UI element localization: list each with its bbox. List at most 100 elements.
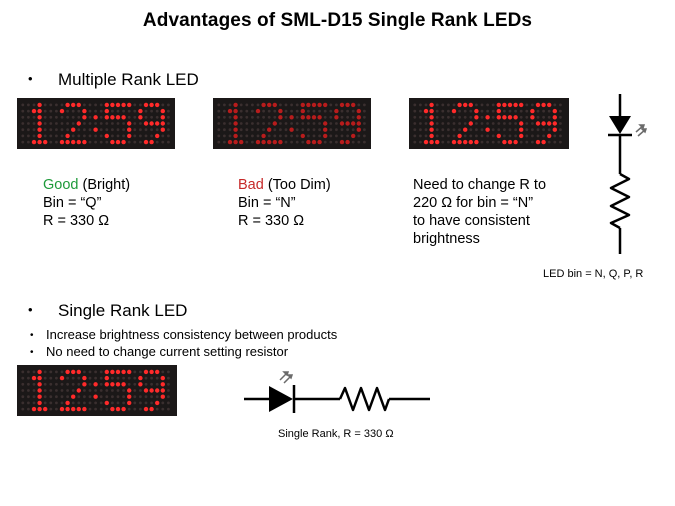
led-dot-unlit — [318, 134, 321, 138]
led-dot-unlit — [49, 115, 53, 119]
led-dot-unlit — [525, 134, 529, 138]
led-dot-lit — [339, 102, 345, 108]
led-dot-lit — [345, 139, 350, 145]
emission-arrows-icon — [279, 371, 294, 384]
led-dot-lit — [93, 382, 98, 387]
led-dot-unlit — [424, 115, 428, 119]
led-dot-unlit — [43, 382, 47, 386]
led-dot-unlit — [55, 140, 58, 144]
led-dot-unlit — [27, 115, 30, 119]
led-dot-unlit — [525, 122, 529, 125]
resistor-icon — [338, 386, 391, 412]
led-dot-unlit — [83, 389, 86, 392]
led-dot-unlit — [43, 128, 47, 132]
led-dot-unlit — [94, 122, 97, 125]
led-dot-lit — [76, 139, 81, 145]
led-dot-lit — [356, 127, 361, 132]
led-dot-unlit — [363, 140, 366, 144]
led-dot-lit — [155, 369, 160, 375]
led-dot-unlit — [307, 128, 310, 132]
led-dot-unlit — [419, 122, 422, 125]
led-dot-unlit — [150, 134, 154, 138]
led-dot-lit — [552, 121, 557, 126]
led-dot-lit — [547, 121, 552, 126]
led-dot-unlit — [161, 370, 165, 374]
status-good: Good — [43, 177, 79, 193]
led-dot-lit — [267, 102, 272, 108]
led-dot-unlit — [60, 370, 64, 374]
led-dot-unlit — [133, 103, 137, 107]
led-dot-unlit — [32, 134, 36, 138]
led-dot-unlit — [267, 134, 271, 138]
led-dot-unlit — [340, 109, 344, 113]
led-dot-unlit — [239, 109, 243, 113]
led-dot-unlit — [21, 134, 25, 138]
led-dot-unlit — [559, 103, 562, 107]
led-dot-unlit — [351, 128, 355, 132]
led-dot-unlit — [32, 401, 36, 405]
led-dot-unlit — [335, 128, 338, 132]
led-dot-unlit — [435, 128, 439, 132]
led-dot-unlit — [559, 115, 562, 119]
led-dot-unlit — [228, 115, 232, 119]
led-dot-lit — [37, 115, 42, 120]
list-item: • Increase brightness consistency between… — [30, 327, 337, 344]
led-dot-unlit — [503, 109, 506, 113]
led-dot-lit — [65, 102, 70, 108]
led-dot-unlit — [363, 128, 366, 132]
led-dot-lit — [37, 369, 42, 375]
led-dot-unlit — [251, 122, 254, 125]
led-dot-lit — [143, 388, 149, 393]
led-dot-unlit — [290, 134, 293, 138]
led-dot-unlit — [413, 122, 417, 125]
led-dot-lit — [541, 121, 546, 126]
led-dot-lit — [65, 369, 70, 375]
led-dot-unlit — [133, 382, 137, 386]
led-dot-unlit — [139, 370, 142, 374]
led-dot-unlit — [88, 140, 92, 144]
led-dot-unlit — [99, 407, 103, 411]
led-dot-lit — [255, 108, 261, 114]
led-dot-unlit — [116, 109, 120, 113]
led-dot-unlit — [497, 140, 501, 144]
led-dot-unlit — [55, 115, 58, 119]
led-dot-lit — [155, 400, 160, 406]
led-dot-unlit — [295, 128, 299, 132]
led-dot-unlit — [363, 109, 366, 113]
led-dot-lit — [356, 108, 361, 114]
led-dot-lit — [513, 102, 518, 108]
led-dot-unlit — [111, 376, 114, 380]
led-matrix-graphic — [217, 102, 366, 145]
led-dot-unlit — [99, 115, 103, 119]
led-dot-lit — [429, 133, 434, 139]
led-dot-unlit — [519, 109, 523, 113]
led-dot-unlit — [441, 103, 445, 107]
led-dot-unlit — [133, 370, 137, 374]
led-dot-unlit — [525, 109, 529, 113]
led-dot-lit — [37, 406, 42, 412]
led-dot-lit — [289, 115, 294, 120]
led-dot-lit — [127, 127, 132, 132]
led-dot-unlit — [463, 122, 467, 125]
led-dot-lit — [104, 369, 110, 375]
caption-line: Bad (Too Dim) — [238, 176, 331, 194]
led-dot-lit — [507, 139, 513, 145]
led-dot-lit — [160, 108, 165, 114]
led-dot-unlit — [66, 109, 69, 113]
led-dot-lit — [423, 108, 429, 114]
led-dot-lit — [261, 102, 266, 108]
led-dot-unlit — [340, 115, 344, 119]
led-dot-unlit — [441, 140, 445, 144]
led-dot-lit — [93, 394, 98, 399]
led-dot-unlit — [447, 134, 450, 138]
led-dot-unlit — [542, 134, 545, 138]
led-dot-unlit — [111, 109, 114, 113]
led-dot-lit — [65, 400, 70, 406]
led-dot-unlit — [83, 103, 86, 107]
led-dot-unlit — [531, 103, 534, 107]
led-dot-unlit — [32, 382, 36, 386]
led-dot-lit — [323, 102, 328, 108]
led-dot-unlit — [167, 395, 170, 399]
led-dot-unlit — [447, 122, 450, 125]
led-dot-lit — [233, 121, 238, 126]
